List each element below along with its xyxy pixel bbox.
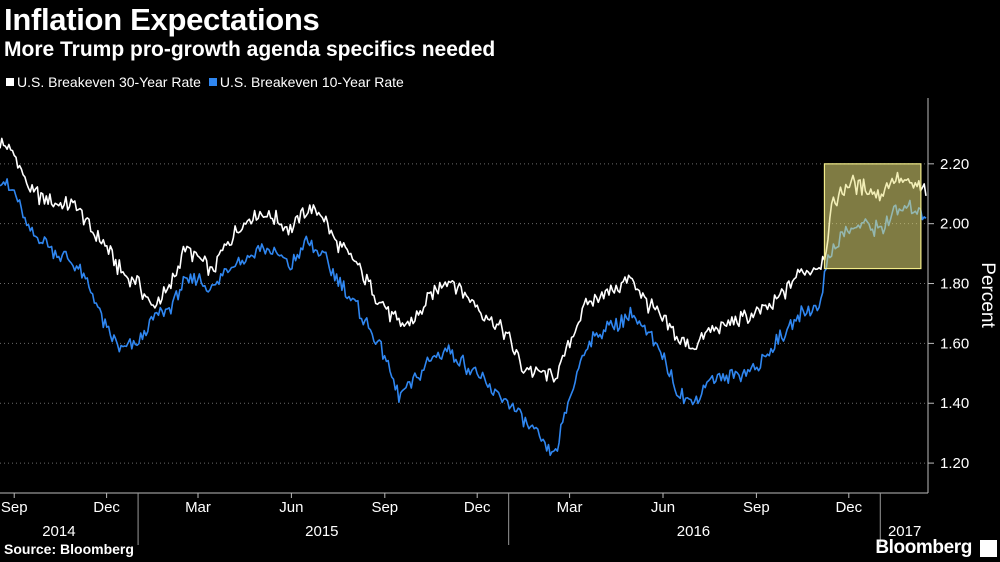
y-tick-label: 1.20 <box>940 455 969 472</box>
legend-label-30y: U.S. Breakeven 30-Year Rate <box>17 74 201 90</box>
y-tick-label: 1.80 <box>940 276 969 293</box>
x-tick-label: Jun <box>651 499 675 516</box>
series-line-10y <box>0 178 927 457</box>
legend: U.S. Breakeven 30-Year Rate U.S. Breakev… <box>6 74 404 90</box>
x-tick-label: Mar <box>185 499 211 516</box>
source-note: Source: Bloomberg <box>4 541 134 557</box>
highlight-box <box>823 163 922 270</box>
legend-label-10y: U.S. Breakeven 10-Year Rate <box>219 74 404 90</box>
x-tick-label: Jun <box>279 499 303 516</box>
series-line-30y <box>0 137 927 383</box>
y-tick-label: 1.40 <box>940 395 969 412</box>
brand-logo-icon <box>980 540 997 557</box>
year-label: 2016 <box>677 523 710 540</box>
year-label: 2015 <box>305 523 338 540</box>
legend-swatch-30y <box>6 78 14 86</box>
legend-item-30y: U.S. Breakeven 30-Year Rate <box>6 74 201 90</box>
x-tick-label: Dec <box>835 499 862 516</box>
chart-title: Inflation Expectations <box>4 2 320 37</box>
x-tick-label: Dec <box>93 499 120 516</box>
y-tick-label: 2.20 <box>940 156 969 173</box>
legend-swatch-10y <box>208 78 217 86</box>
y-axis-label: Percent <box>977 262 998 328</box>
x-tick-label: Sep <box>1 499 28 516</box>
y-tick-label: 1.60 <box>940 335 969 352</box>
x-tick-label: Mar <box>557 499 583 516</box>
year-label: 2014 <box>42 523 75 540</box>
chart-subtitle: More Trump pro-growth agenda specifics n… <box>4 38 496 61</box>
x-tick-label: Sep <box>743 499 770 516</box>
brand-wordmark: Bloomberg <box>875 537 972 558</box>
x-tick-label: Sep <box>371 499 398 516</box>
x-tick-label: Dec <box>464 499 491 516</box>
y-tick-label: 2.00 <box>940 216 969 233</box>
year-label: 2017 <box>888 523 921 540</box>
legend-item-10y: U.S. Breakeven 10-Year Rate <box>208 74 404 90</box>
